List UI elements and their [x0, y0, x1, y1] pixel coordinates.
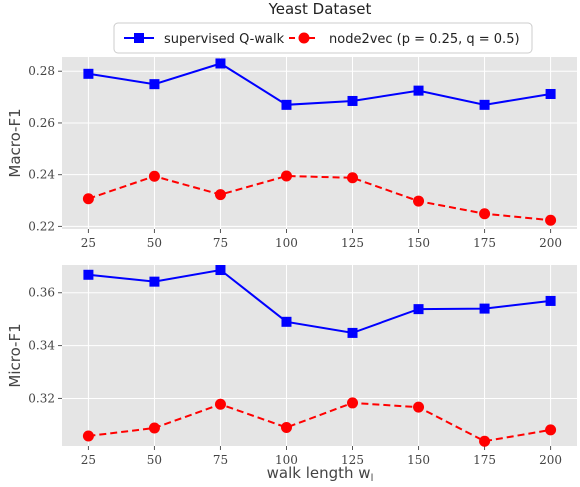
micro-f1-subplot: 25 50 75 100 125 150 175 200 0.32 0.34 0.36 Micro-F…	[6, 265, 577, 467]
x-tick-label: 175	[473, 236, 496, 250]
legend-circle-marker	[298, 32, 310, 44]
y-tick-label: 0.28	[28, 64, 55, 78]
x-axis-label: walk length wl	[267, 464, 374, 484]
data-point-circle	[479, 435, 491, 447]
data-point-square	[413, 85, 424, 96]
data-point-circle	[280, 422, 292, 434]
y-tick-label: 0.26	[28, 116, 55, 130]
legend-label: node2vec (p = 0.25, q = 0.5)	[329, 32, 520, 47]
micro-plot-background	[62, 265, 577, 446]
series-line-q-walk	[88, 62, 551, 106]
y-axis-label: Micro-F1	[6, 323, 24, 387]
legend-entry-node2vec: node2vec (p = 0.25, q = 0.5)	[289, 32, 520, 47]
data-point-circle	[280, 170, 292, 182]
data-point-square	[281, 99, 292, 110]
data-point-circle	[82, 430, 94, 442]
y-tick-label: 0.24	[28, 168, 55, 182]
data-point-circle	[413, 401, 425, 413]
x-tick-label: 125	[341, 453, 364, 467]
legend-label: supervised Q-walk	[164, 32, 285, 47]
macro-f1-subplot: 25 50 75 100 125 150 175 200 0.22 0.24 0.26 0.28 Mac…	[6, 57, 577, 250]
x-tick-label: 25	[81, 236, 96, 250]
x-tick-label: 150	[407, 236, 430, 250]
legend-entry-q-walk: supervised Q-walk	[124, 32, 285, 47]
y-tick-label: 0.34	[28, 339, 55, 353]
data-point-circle	[148, 170, 160, 182]
legend-box	[113, 22, 533, 54]
data-point-circle	[148, 422, 160, 434]
data-point-circle	[545, 424, 557, 436]
x-tick-label: 200	[539, 453, 562, 467]
series-line-q-walk	[88, 268, 551, 334]
y-tick-label: 0.36	[28, 286, 55, 300]
data-point-circle	[214, 398, 226, 410]
x-tick-label: 125	[341, 236, 364, 250]
data-point-square	[545, 88, 556, 99]
data-point-square	[347, 327, 358, 338]
macro-plot-background	[62, 57, 577, 229]
series-line-node2vec	[88, 401, 551, 443]
data-point-square	[479, 303, 490, 314]
data-point-square	[479, 99, 490, 110]
x-tick-label: 100	[275, 453, 298, 467]
x-tick-label: 25	[81, 453, 96, 467]
data-point-circle	[347, 172, 359, 184]
x-tick-label: 175	[473, 453, 496, 467]
legend: supervised Q-walk node2vec (p = 0.25, q …	[113, 22, 533, 54]
y-tick-label: 0.32	[28, 391, 55, 405]
x-tick-label: 50	[147, 236, 162, 250]
data-point-square	[545, 295, 556, 306]
data-point-circle	[479, 208, 491, 220]
data-point-square	[215, 265, 226, 276]
data-point-square	[215, 58, 226, 69]
x-tick-label: 100	[275, 236, 298, 250]
data-point-circle	[413, 195, 425, 207]
figure-title: Yeast Dataset	[268, 0, 372, 18]
x-tick-label: 75	[213, 236, 228, 250]
series-line-node2vec	[88, 174, 551, 222]
data-point-square	[83, 68, 94, 79]
x-tick-label: 200	[539, 236, 562, 250]
data-point-square	[281, 316, 292, 327]
data-point-circle	[545, 214, 557, 226]
data-point-square	[149, 276, 160, 287]
data-point-square	[149, 79, 160, 90]
data-point-square	[413, 304, 424, 315]
x-tick-label: 150	[407, 453, 430, 467]
y-tick-label: 0.22	[28, 219, 55, 233]
data-point-circle	[347, 397, 359, 409]
y-axis-label: Macro-F1	[6, 108, 24, 177]
data-point-square	[347, 95, 358, 106]
data-point-circle	[82, 193, 94, 205]
legend-square-marker	[134, 33, 144, 43]
x-tick-label: 50	[147, 453, 162, 467]
x-tick-label: 75	[213, 453, 228, 467]
data-point-circle	[214, 189, 226, 201]
data-point-square	[83, 269, 94, 280]
